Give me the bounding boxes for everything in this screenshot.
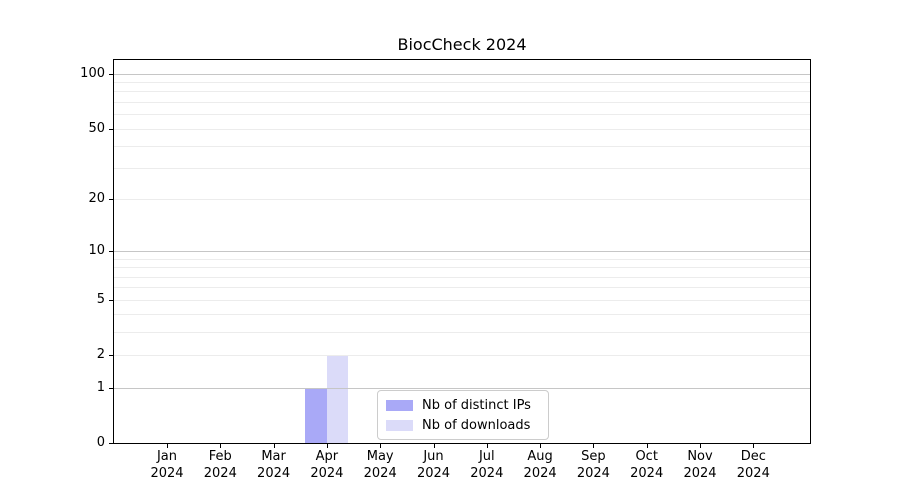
chart-title: BiocCheck 2024 [397,35,527,54]
y-axis-tick [109,387,113,389]
gridline-minor [114,332,810,334]
gridline-minor [114,82,810,84]
x-tick-year: 2024 [257,465,291,481]
legend-swatch-downloads [386,419,413,431]
x-tick-label: Dec 2024 [721,449,785,482]
legend-swatch-distinct-ips [386,399,413,411]
y-axis-tick [109,299,113,301]
x-axis-tick [167,444,168,448]
x-tick-year: 2024 [363,465,397,481]
x-tick-label: Aug 2024 [508,449,572,482]
x-tick-month: Jan [156,449,178,464]
x-axis-tick [486,444,488,448]
gridline-minor [114,128,810,130]
plot-area [113,59,811,444]
x-tick-label: Apr 2024 [295,449,359,482]
gridline-major [114,73,810,75]
x-tick-label: Oct 2024 [615,449,679,482]
x-tick-label: May 2024 [348,449,412,482]
x-tick-label: Jan 2024 [135,449,199,482]
x-axis-tick [700,444,701,448]
x-tick-month: Jun [423,449,444,464]
x-axis-tick [593,444,595,448]
gridline-minor [114,91,810,93]
x-tick-month: Mar [261,449,286,464]
x-tick-label: Jun 2024 [402,449,466,482]
gridline-minor [114,314,810,316]
x-tick-year: 2024 [150,465,184,481]
x-axis-tick [380,444,382,448]
y-axis-tick [109,251,113,253]
gridline-minor [114,355,810,357]
x-tick-label: Feb 2024 [188,449,252,482]
y-tick-label: 0 [96,435,105,450]
x-tick-label: Sep 2024 [561,449,625,482]
x-tick-label: Jul 2024 [455,449,519,482]
x-tick-month: May [366,449,394,464]
gridline-minor [114,102,810,103]
y-tick-label: 1 [96,379,105,395]
x-tick-label: Nov 2024 [668,449,732,482]
gridline-minor [114,145,810,147]
x-tick-month: Jul [478,449,495,464]
x-tick-year: 2024 [683,465,717,481]
y-axis-tick [109,199,113,201]
x-tick-month: Dec [740,449,766,464]
y-tick-label: 20 [88,191,105,207]
x-axis-tick [433,444,435,448]
y-axis-tick [109,128,113,130]
y-axis-tick [109,355,113,357]
gridline-minor [114,299,810,301]
y-axis-tick [109,443,113,444]
x-axis-tick [220,444,222,448]
gridline-minor [114,287,810,289]
x-tick-year: 2024 [470,465,504,481]
gridline-minor [114,199,810,201]
legend-item-distinct-ips: Nb of distinct IPs [386,396,540,414]
y-tick-label: 10 [88,243,105,259]
x-tick-month: Oct [635,449,658,464]
y-axis-tick [109,73,113,75]
legend-label-distinct-ips: Nb of distinct IPs [422,397,531,413]
x-axis-tick [326,444,328,448]
gridline-minor [114,258,810,260]
gridline-minor [114,276,810,278]
y-tick-label: 50 [88,120,105,136]
x-tick-month: Aug [527,449,553,464]
x-tick-month: Nov [687,449,713,464]
x-tick-month: Apr [315,449,339,464]
x-axis-tick [273,444,275,448]
x-tick-month: Feb [208,449,232,464]
gridline-major [114,387,810,389]
legend: Nb of distinct IPs Nb of downloads [377,390,549,440]
x-tick-year: 2024 [576,465,610,481]
gridline-major [114,251,810,253]
x-tick-label: Mar 2024 [242,449,306,482]
x-tick-year: 2024 [523,465,557,481]
legend-label-downloads: Nb of downloads [422,417,531,433]
y-tick-label: 5 [96,291,105,307]
bar-downloads [326,355,349,443]
y-tick-label: 100 [80,65,105,81]
x-axis-tick [540,444,542,448]
x-tick-year: 2024 [630,465,664,481]
x-tick-month: Sep [581,449,606,464]
x-tick-year: 2024 [416,465,451,481]
x-tick-year: 2024 [203,465,237,481]
x-tick-year: 2024 [310,465,344,481]
x-tick-year: 2024 [736,465,770,481]
gridline-minor [114,114,810,116]
legend-item-downloads: Nb of downloads [386,416,540,434]
y-tick-label: 2 [96,347,105,363]
gridline-minor [114,267,810,269]
gridline-minor [114,168,810,170]
x-axis-tick [646,444,648,448]
bar-distinct-ips [305,387,327,443]
x-axis-tick [753,444,755,448]
